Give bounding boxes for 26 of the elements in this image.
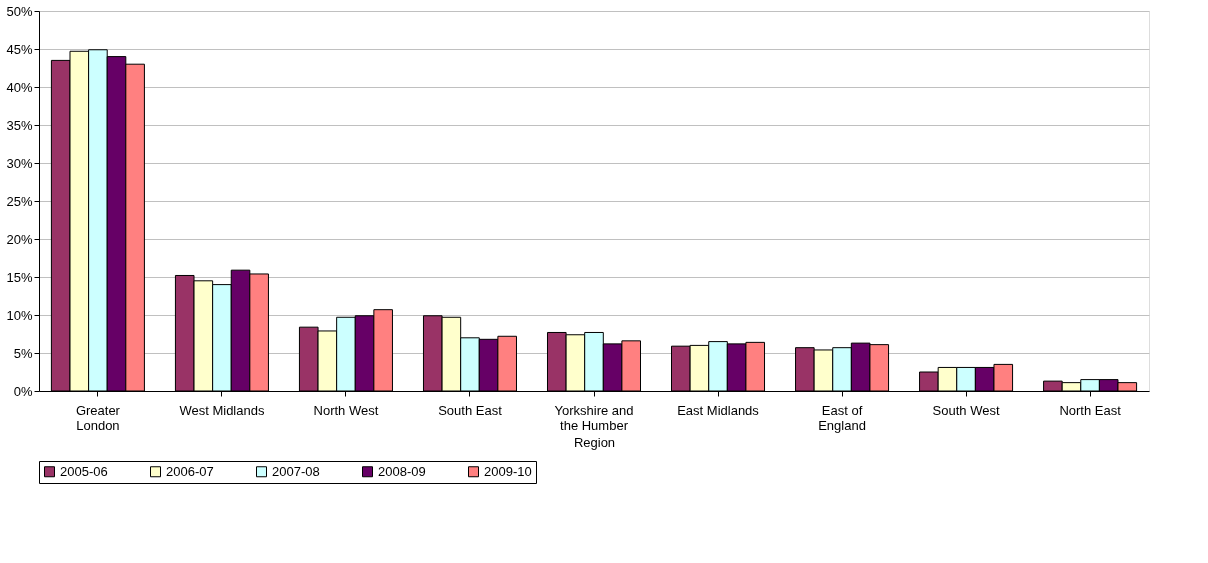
legend-label: 2005-06 bbox=[60, 463, 108, 479]
legend-label: 2007-08 bbox=[272, 463, 320, 479]
legend-label: 2009-10 bbox=[484, 463, 532, 479]
y-tick-label: 40% bbox=[6, 79, 33, 95]
y-tick-label: 5% bbox=[13, 345, 33, 361]
legend-label: 2006-07 bbox=[166, 463, 214, 479]
y-tick-label: 0% bbox=[13, 383, 33, 399]
x-tick-label: North West bbox=[313, 402, 379, 418]
x-tick-label: East of England bbox=[818, 402, 866, 433]
x-tick-label: West Midlands bbox=[179, 402, 265, 418]
x-tick-label: South East bbox=[438, 402, 503, 418]
y-tick-label: 15% bbox=[6, 269, 33, 285]
y-tick-label: 25% bbox=[6, 193, 33, 209]
x-tick-label: South West bbox=[932, 402, 1000, 418]
y-tick-label: 30% bbox=[6, 155, 33, 171]
x-tick-label: North East bbox=[1059, 402, 1122, 418]
x-tick-label: East Midlands bbox=[677, 402, 760, 418]
y-tick-label: 35% bbox=[6, 117, 33, 133]
x-tick-label: Greater London bbox=[75, 402, 121, 433]
x-axis-title: Region bbox=[573, 434, 616, 450]
y-tick-label: 10% bbox=[6, 307, 33, 323]
y-tick-label: 20% bbox=[6, 231, 33, 247]
legend-label: 2008-09 bbox=[378, 463, 426, 479]
x-tick-label: Yorkshire and the Humber bbox=[554, 402, 634, 433]
y-tick-label: 45% bbox=[6, 41, 33, 57]
y-tick-label: 50% bbox=[6, 3, 33, 19]
